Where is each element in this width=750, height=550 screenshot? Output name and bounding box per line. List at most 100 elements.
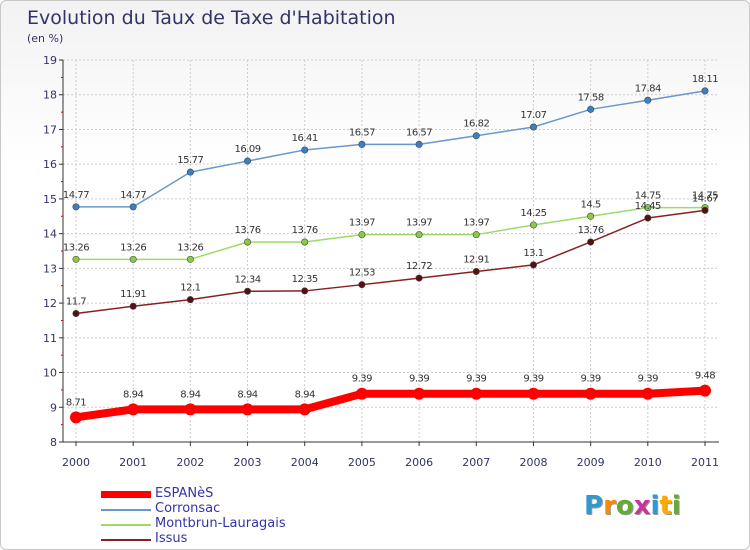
data-point: [584, 387, 597, 400]
data-label: 16.41: [292, 133, 318, 144]
data-label: 8.94: [295, 389, 315, 400]
data-point: [644, 214, 652, 222]
legend-item: Issus: [101, 531, 361, 547]
data-label: 18.11: [692, 74, 718, 85]
y-tick-label: 11: [43, 332, 57, 345]
data-label: 13.26: [177, 242, 203, 253]
data-label: 9.39: [638, 374, 658, 385]
data-point: [415, 140, 423, 148]
data-point: [129, 255, 137, 263]
data-point: [415, 231, 423, 239]
data-point: [699, 384, 711, 397]
data-label: 14.5: [581, 199, 601, 210]
data-point: [529, 221, 537, 229]
data-point: [472, 132, 480, 140]
logo-letter: i: [671, 491, 681, 521]
y-tick-label: 17: [43, 123, 57, 136]
data-point: [70, 411, 82, 424]
data-label: 9.39: [352, 374, 372, 385]
data-label: 13.76: [292, 225, 318, 236]
legend-swatch: [101, 538, 151, 541]
data-label: 13.97: [406, 218, 432, 229]
data-point: [358, 281, 366, 289]
x-tick-label: 2000: [62, 456, 90, 469]
data-point: [186, 168, 194, 176]
legend-swatch: [101, 508, 151, 511]
legend-item: ESPANèS: [101, 486, 361, 502]
data-label: 14.67: [692, 193, 718, 204]
data-label: 12.72: [406, 261, 432, 272]
data-label: 14.45: [635, 201, 661, 212]
x-tick-label: 2001: [119, 456, 147, 469]
y-tick-label: 14: [43, 228, 57, 241]
data-label: 13.26: [63, 242, 89, 253]
data-label: 17.84: [635, 83, 661, 94]
data-point: [72, 310, 80, 318]
data-point: [413, 387, 426, 400]
data-point: [298, 403, 311, 416]
legend-swatch: [101, 523, 151, 526]
data-point: [358, 231, 366, 239]
data-label: 16.57: [349, 127, 375, 138]
data-label: 12.34: [234, 274, 260, 285]
x-tick-label: 2004: [291, 456, 319, 469]
data-label: 8.94: [123, 389, 143, 400]
x-tick-label: 2003: [234, 456, 262, 469]
data-point: [127, 403, 140, 416]
y-tick-label: 13: [43, 262, 57, 275]
y-tick-label: 15: [43, 193, 57, 206]
x-tick-label: 2005: [348, 456, 376, 469]
data-label: 16.57: [406, 127, 432, 138]
legend-label: ESPANèS: [155, 486, 214, 501]
data-label: 13.97: [463, 218, 489, 229]
data-label: 17.07: [520, 110, 546, 121]
y-tick-label: 8: [50, 436, 57, 449]
data-point: [301, 287, 309, 295]
y-tick-label: 16: [43, 158, 57, 171]
y-tick-label: 18: [43, 89, 57, 102]
data-point: [587, 212, 595, 220]
legend-label: Corronsac: [155, 501, 221, 516]
data-point: [72, 203, 80, 211]
data-point: [472, 231, 480, 239]
data-point: [415, 274, 423, 282]
data-point: [644, 204, 652, 212]
data-point: [529, 261, 537, 269]
data-point: [355, 387, 368, 400]
data-point: [244, 287, 252, 295]
data-point: [186, 296, 194, 304]
logo-letter: t: [659, 491, 672, 521]
data-label: 8.94: [237, 389, 257, 400]
data-point: [587, 105, 595, 113]
data-point: [129, 203, 137, 211]
logo-letter: i: [650, 491, 660, 521]
x-tick-label: 2009: [577, 456, 605, 469]
x-tick-label: 2002: [176, 456, 204, 469]
y-tick-label: 10: [43, 367, 57, 380]
data-label: 9.39: [523, 374, 543, 385]
data-label: 9.39: [466, 374, 486, 385]
logo-letter: o: [615, 491, 634, 521]
data-label: 13.76: [234, 225, 260, 236]
data-label: 8.94: [180, 389, 200, 400]
series-line: [75, 209, 706, 315]
data-label: 11.91: [120, 289, 146, 300]
data-point: [470, 387, 483, 400]
data-label: 12.91: [463, 254, 489, 265]
data-label: 9.48: [695, 371, 715, 382]
logo-letter: P: [584, 491, 604, 521]
data-point: [72, 255, 80, 263]
data-label: 15.77: [177, 155, 203, 166]
proxiti-logo: Proxiti: [584, 491, 681, 521]
series-line: [75, 90, 706, 208]
x-tick-label: 2010: [634, 456, 662, 469]
data-label: 13.26: [120, 242, 146, 253]
logo-letter: x: [633, 491, 651, 521]
data-label: 16.82: [463, 119, 489, 130]
y-tick-label: 9: [50, 401, 57, 414]
data-label: 14.75: [635, 191, 661, 202]
data-point: [641, 387, 654, 400]
data-label: 17.58: [578, 92, 604, 103]
data-label: 13.1: [523, 248, 543, 259]
